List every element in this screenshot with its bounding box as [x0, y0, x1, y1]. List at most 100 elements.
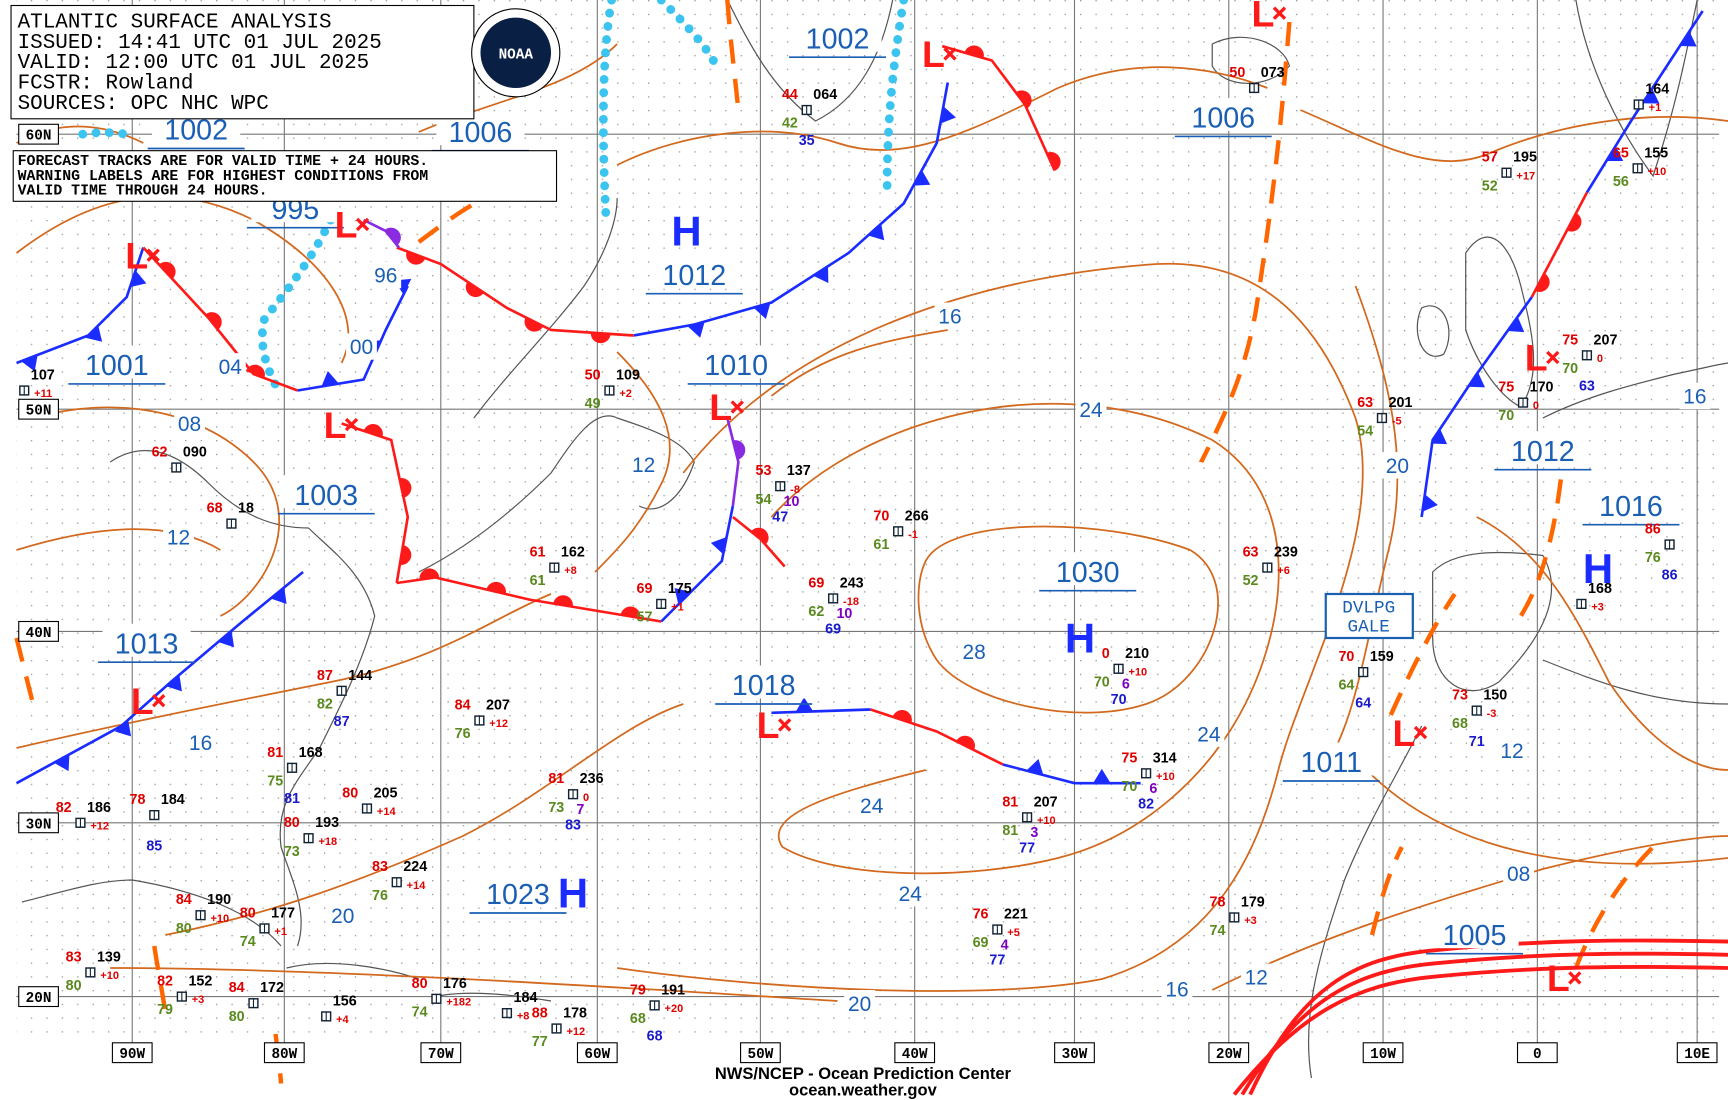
- station-tend: +18: [318, 836, 337, 848]
- station-plot: 107+11: [19, 368, 55, 400]
- coastline: [1211, 36, 1291, 84]
- isobar: [770, 329, 948, 397]
- longitude-label: 60W: [584, 1047, 610, 1063]
- station-p: 109: [616, 368, 640, 384]
- isobar-label-bg: [1381, 452, 1413, 479]
- station-plot: 82 186 +12: [56, 800, 111, 833]
- trough: [1369, 846, 1404, 936]
- logo: [480, 17, 552, 89]
- station-p: 18: [238, 501, 254, 517]
- pressure-label-bg: [650, 255, 739, 289]
- header-line: VALID: 12:00 UTC 01 JUL 2025: [18, 52, 370, 75]
- station-plot: 80 177 +1 74: [240, 905, 295, 950]
- longitude-label-box: [1362, 1042, 1404, 1064]
- station-t: 78: [130, 792, 146, 808]
- station-t: 50: [1229, 65, 1245, 81]
- front-triangle: [1606, 146, 1624, 162]
- front-triangle: [114, 719, 132, 737]
- station-d: 76: [455, 726, 471, 742]
- low-center: L: [1393, 712, 1416, 754]
- station-plot: 168+3: [1576, 581, 1612, 613]
- station-p: 170: [1530, 380, 1554, 396]
- station-p: 207: [486, 698, 510, 714]
- station-plot: 75 314 +10 70 682: [1121, 750, 1176, 812]
- station-p: 152: [188, 974, 212, 990]
- longitude-label-box: [894, 1042, 936, 1064]
- trough: [14, 637, 36, 705]
- note-line: WARNING LABELS ARE FOR HIGHEST CONDITION…: [18, 169, 429, 185]
- isobar-label: 96: [374, 265, 397, 288]
- station-p: 179: [1241, 894, 1265, 910]
- pressure-label-bg: [282, 475, 371, 509]
- front-semicircle: [956, 735, 975, 751]
- isobar-label-bg: [1496, 737, 1528, 764]
- station-tend: +8: [517, 1011, 530, 1023]
- isobar: [1476, 516, 1728, 771]
- longitude-label: 80W: [271, 1047, 297, 1063]
- station-d: 80: [176, 921, 192, 937]
- pressure-label: 1012: [1511, 436, 1575, 468]
- station-p: 205: [374, 786, 398, 802]
- station-t: 69: [636, 581, 652, 597]
- front-semicircle: [732, 440, 746, 460]
- longitude-label-box: [111, 1042, 153, 1064]
- station-t: 86: [1645, 522, 1661, 538]
- coastline: [1542, 659, 1728, 705]
- station-d: 79: [157, 1002, 173, 1018]
- station-d: 62: [808, 604, 824, 620]
- station-plot: 75 170 0 70: [1498, 380, 1553, 425]
- station-p: 193: [315, 815, 339, 831]
- pressure-label-bg: [473, 874, 563, 908]
- pressure-label-bg: [1287, 742, 1376, 776]
- front-semicircle: [399, 545, 412, 565]
- low-mark: [355, 217, 370, 232]
- station-t: 62: [152, 445, 168, 461]
- ice-edge: [257, 215, 336, 390]
- isobar-label: 08: [1507, 863, 1530, 886]
- station-tend: +3: [192, 994, 205, 1006]
- station-tend: +11: [34, 388, 52, 400]
- front-triangle: [218, 630, 235, 648]
- pressure-label-bg: [72, 345, 161, 379]
- station-d: 76: [1645, 550, 1661, 566]
- front-semicircle: [524, 317, 544, 332]
- pressure-label-bg: [102, 623, 191, 657]
- low-center: L: [1525, 337, 1548, 379]
- isobar-label-bg: [628, 451, 660, 478]
- front-semicircle: [465, 281, 484, 298]
- station-plot: 82 152 +3 79: [157, 974, 212, 1019]
- front-triangle: [21, 354, 38, 372]
- front-semicircle: [750, 527, 769, 544]
- station-d: 81: [1002, 823, 1018, 839]
- front-triangle: [868, 223, 885, 241]
- isobar-label: 12: [1245, 967, 1268, 990]
- low-mark: [777, 718, 792, 732]
- station-tend: +14: [407, 880, 427, 892]
- station-plot: 84 207 +12 76: [455, 698, 510, 743]
- latitude-label: 30N: [26, 817, 52, 833]
- station-t: 61: [530, 545, 546, 561]
- low-mark: [1272, 6, 1287, 20]
- isobar-label: 24: [1197, 723, 1221, 746]
- isobar-label: 12: [1500, 740, 1523, 763]
- station-tend: -1: [908, 529, 918, 541]
- pressure-label: 1016: [1599, 491, 1663, 523]
- station-d: 57: [636, 610, 652, 626]
- pressure-label-bg: [1586, 486, 1676, 520]
- high-center: H: [1583, 545, 1613, 592]
- station-p: 224: [403, 859, 427, 875]
- squall-line: [1240, 951, 1728, 1096]
- station-plot: 63 201 -5 54: [1357, 395, 1412, 440]
- front-semicircle: [964, 45, 984, 59]
- longitude-label-box: [576, 1042, 618, 1064]
- station-plot: 164+1: [1633, 82, 1669, 114]
- station-p: 144: [348, 668, 372, 684]
- low-mark: [344, 417, 359, 432]
- station-plot: 84 172 80: [229, 980, 284, 1025]
- front-triangle: [1642, 88, 1660, 104]
- ice-edge: [78, 128, 132, 139]
- station-d: 70: [1094, 674, 1110, 690]
- low-mark: [943, 47, 957, 61]
